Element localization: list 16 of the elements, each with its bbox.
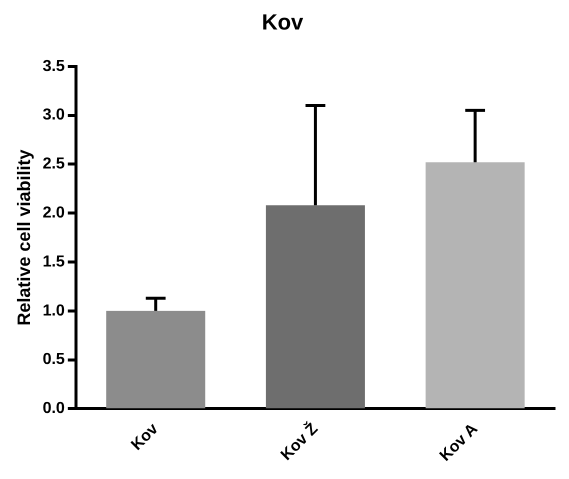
y-tick-label: 2.5 [42, 156, 65, 173]
y-tick-label: 0.5 [42, 351, 65, 368]
chart-title: Kov [262, 9, 304, 34]
bar [266, 205, 365, 408]
y-axis-title: Relative cell viability [14, 150, 34, 326]
bar [106, 310, 206, 408]
y-tick-label: 2.0 [42, 204, 65, 222]
y-tick-label: 3.5 [42, 58, 65, 75]
y-tick-label: 3.0 [42, 106, 65, 124]
y-tick-label: 0.0 [42, 400, 65, 418]
bar [426, 162, 525, 408]
y-tick-label: 1.5 [42, 253, 65, 270]
y-tick-label: 1.0 [42, 302, 65, 320]
x-tick-label: Kov Ž [276, 418, 322, 464]
x-tick-label: Kov A [436, 420, 482, 465]
x-tick-label: Kov [128, 420, 162, 454]
